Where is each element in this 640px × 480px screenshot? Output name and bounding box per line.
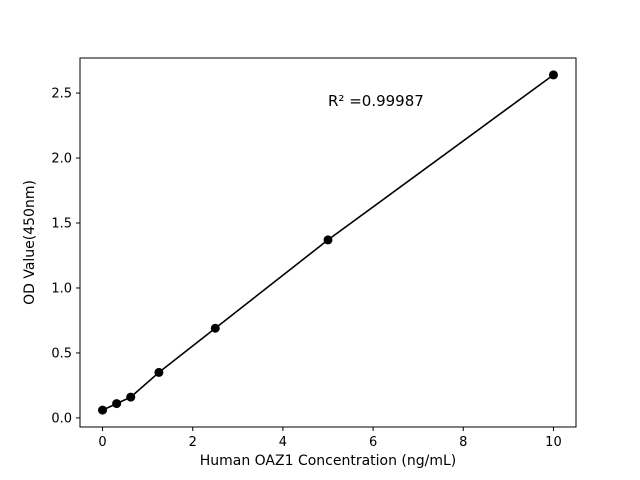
- x-tick-label: 8: [459, 435, 467, 450]
- data-point: [323, 235, 333, 245]
- x-tick-label: 6: [369, 435, 377, 450]
- data-point: [210, 323, 220, 333]
- y-axis-label: OD Value(450nm): [22, 180, 38, 305]
- x-tick-label: 10: [545, 435, 562, 450]
- r-squared-annotation: R² =0.99987: [328, 92, 424, 110]
- y-tick-label: 2.0: [51, 152, 72, 167]
- x-tick-label: 0: [98, 435, 106, 450]
- x-tick-label: 4: [279, 435, 287, 450]
- y-tick-label: 2.5: [51, 87, 72, 102]
- data-point: [98, 405, 108, 415]
- x-tick-label: 2: [189, 435, 197, 450]
- y-tick-label: 1.0: [51, 281, 72, 296]
- y-tick-label: 0.5: [51, 346, 72, 361]
- data-point: [548, 70, 558, 80]
- y-tick-label: 1.5: [51, 217, 72, 232]
- data-point: [112, 399, 122, 409]
- x-axis-label: Human OAZ1 Concentration (ng/mL): [200, 453, 457, 469]
- data-point: [126, 392, 136, 402]
- data-point: [154, 367, 164, 377]
- y-tick-label: 0.0: [51, 411, 72, 426]
